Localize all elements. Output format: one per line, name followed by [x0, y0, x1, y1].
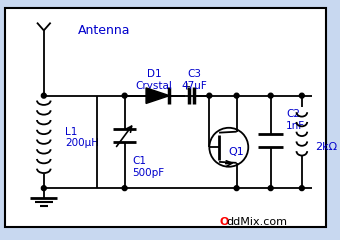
Circle shape — [122, 93, 127, 98]
Circle shape — [268, 186, 273, 191]
Circle shape — [122, 186, 127, 191]
Text: L1
200μH: L1 200μH — [65, 127, 99, 148]
Circle shape — [300, 186, 304, 191]
Text: Antenna: Antenna — [78, 24, 131, 37]
Circle shape — [300, 93, 304, 98]
Circle shape — [207, 93, 212, 98]
Text: C2
1nF: C2 1nF — [286, 109, 305, 131]
Text: C3
47uF: C3 47uF — [182, 69, 208, 91]
Text: +: + — [182, 82, 190, 92]
Circle shape — [234, 186, 239, 191]
Text: ddMix.com: ddMix.com — [227, 217, 288, 227]
Text: C1
500pF: C1 500pF — [132, 156, 165, 178]
Text: D1
Crystal: D1 Crystal — [135, 69, 172, 91]
Text: Q1: Q1 — [229, 147, 244, 157]
FancyBboxPatch shape — [5, 8, 326, 227]
Circle shape — [268, 93, 273, 98]
Text: 2kΩ: 2kΩ — [316, 142, 338, 152]
Circle shape — [41, 93, 46, 98]
Text: O: O — [219, 217, 228, 227]
Circle shape — [41, 186, 46, 191]
Circle shape — [234, 93, 239, 98]
Polygon shape — [146, 88, 169, 103]
